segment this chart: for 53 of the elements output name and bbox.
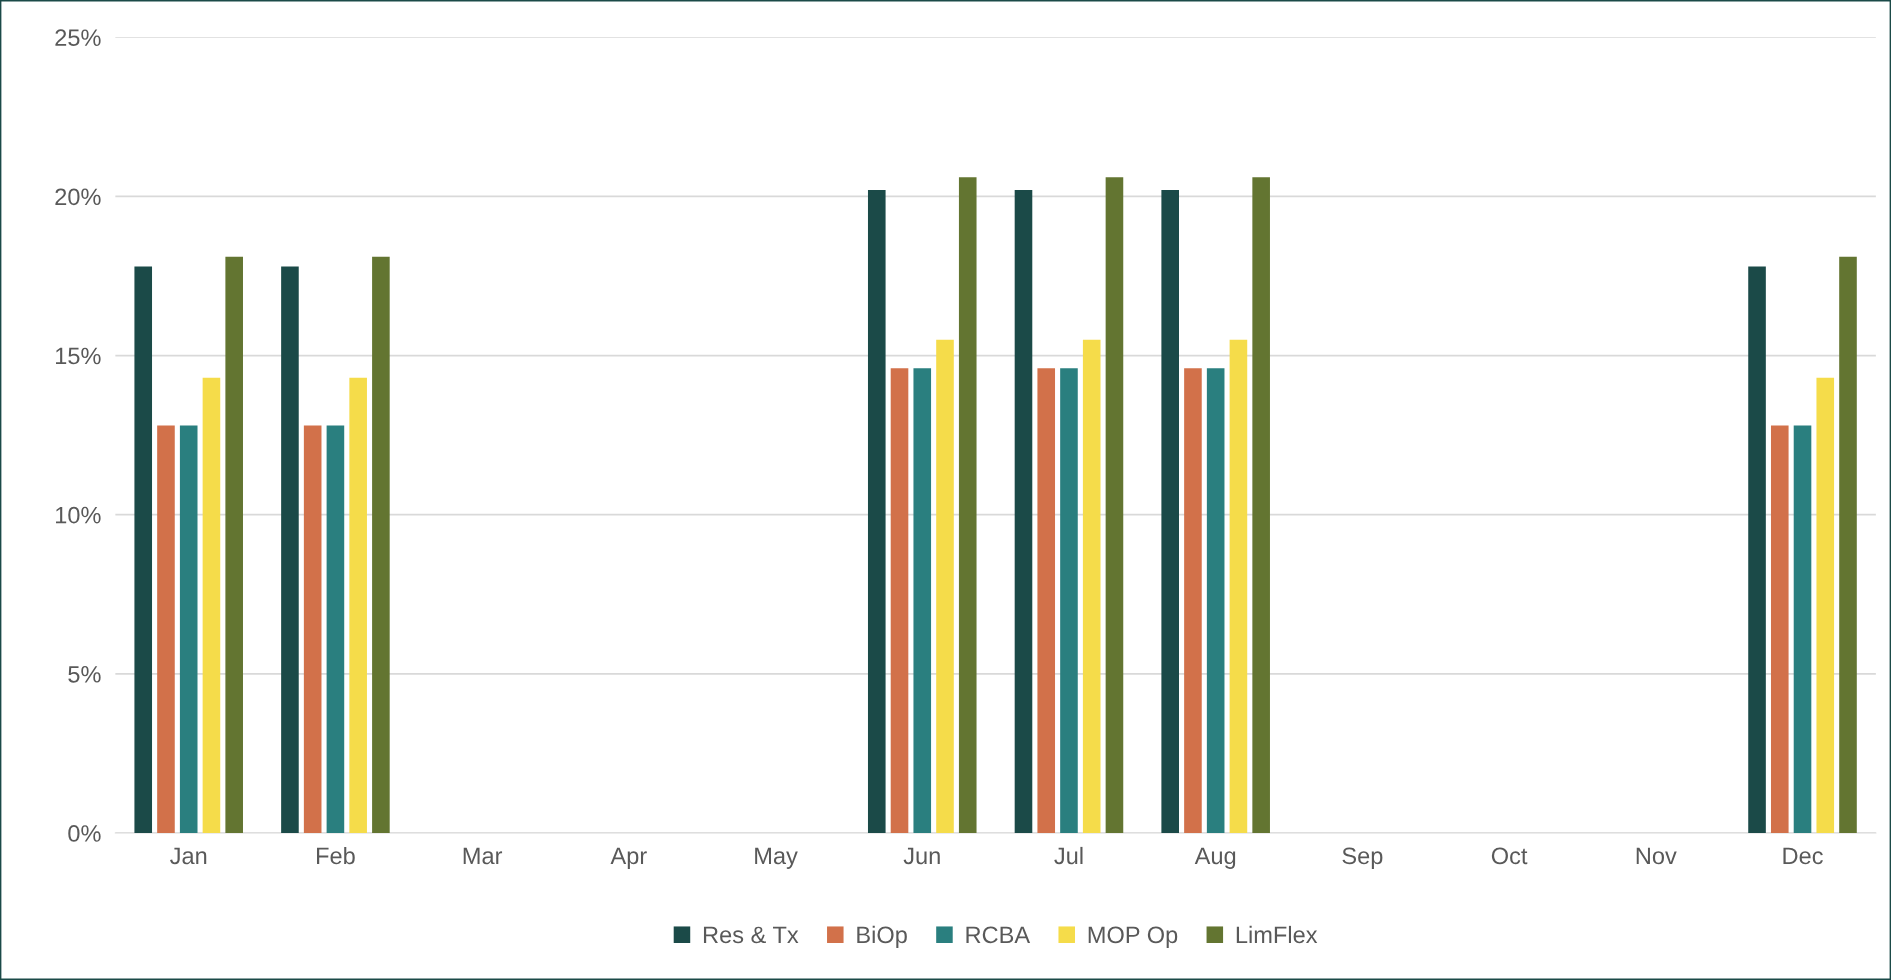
bar: [179, 425, 198, 833]
bar: [372, 256, 390, 833]
bar: [1770, 425, 1789, 833]
bar: [202, 377, 221, 833]
x-tick-label: Jul: [1054, 846, 1083, 865]
y-tick-label: 0%: [68, 825, 101, 842]
legend-label: LimFlex: [1236, 925, 1318, 944]
legend-label: MOP Op: [1088, 926, 1178, 948]
bar: [1184, 368, 1202, 833]
bar: [1082, 339, 1101, 833]
bar: [913, 368, 932, 833]
bar: [1252, 177, 1270, 833]
y-tick-label: 15%: [56, 347, 101, 365]
legend-label: RCBA: [966, 926, 1031, 944]
y-tick-label: 25%: [55, 29, 101, 47]
bar: [157, 425, 175, 833]
x-tick-label: Aug: [1194, 847, 1236, 869]
x-tick-label: Apr: [610, 847, 647, 869]
bar: [225, 256, 243, 833]
bar: [1060, 368, 1078, 833]
x-tick-label: Nov: [1636, 847, 1677, 865]
bar: [326, 425, 345, 833]
bar: [1793, 425, 1812, 833]
x-tick-label: Oct: [1491, 847, 1528, 865]
bar: [134, 266, 153, 833]
y-tick-label: 5%: [68, 666, 101, 683]
x-tick-label: May: [755, 847, 798, 869]
legend-label: BiOp: [857, 925, 907, 948]
x-tick-label: Jan: [170, 847, 207, 865]
legend-label: Res & Tx: [703, 926, 799, 944]
bar: [281, 266, 299, 833]
y-tick-label: 10%: [56, 506, 101, 524]
bar: [958, 177, 977, 833]
x-tick-label: Dec: [1783, 847, 1823, 865]
x-tick-label: Sep: [1342, 847, 1383, 869]
bar: [1206, 368, 1225, 833]
x-tick-label: Mar: [463, 847, 503, 865]
bar: [1105, 177, 1124, 833]
bar: [1816, 377, 1835, 833]
bar: [1161, 190, 1179, 833]
bar: [936, 339, 954, 833]
bar: [1229, 339, 1248, 833]
x-tick-label: Feb: [317, 846, 355, 865]
bar: [1037, 368, 1056, 833]
bar: [890, 368, 909, 833]
bar: [867, 190, 886, 833]
bar: [1014, 190, 1033, 833]
bar: [349, 377, 367, 833]
bar: [303, 425, 322, 833]
y-tick-label: 20%: [55, 188, 101, 206]
bar: [1839, 256, 1857, 833]
bar: [1748, 266, 1766, 833]
x-tick-label: Jun: [903, 847, 940, 865]
